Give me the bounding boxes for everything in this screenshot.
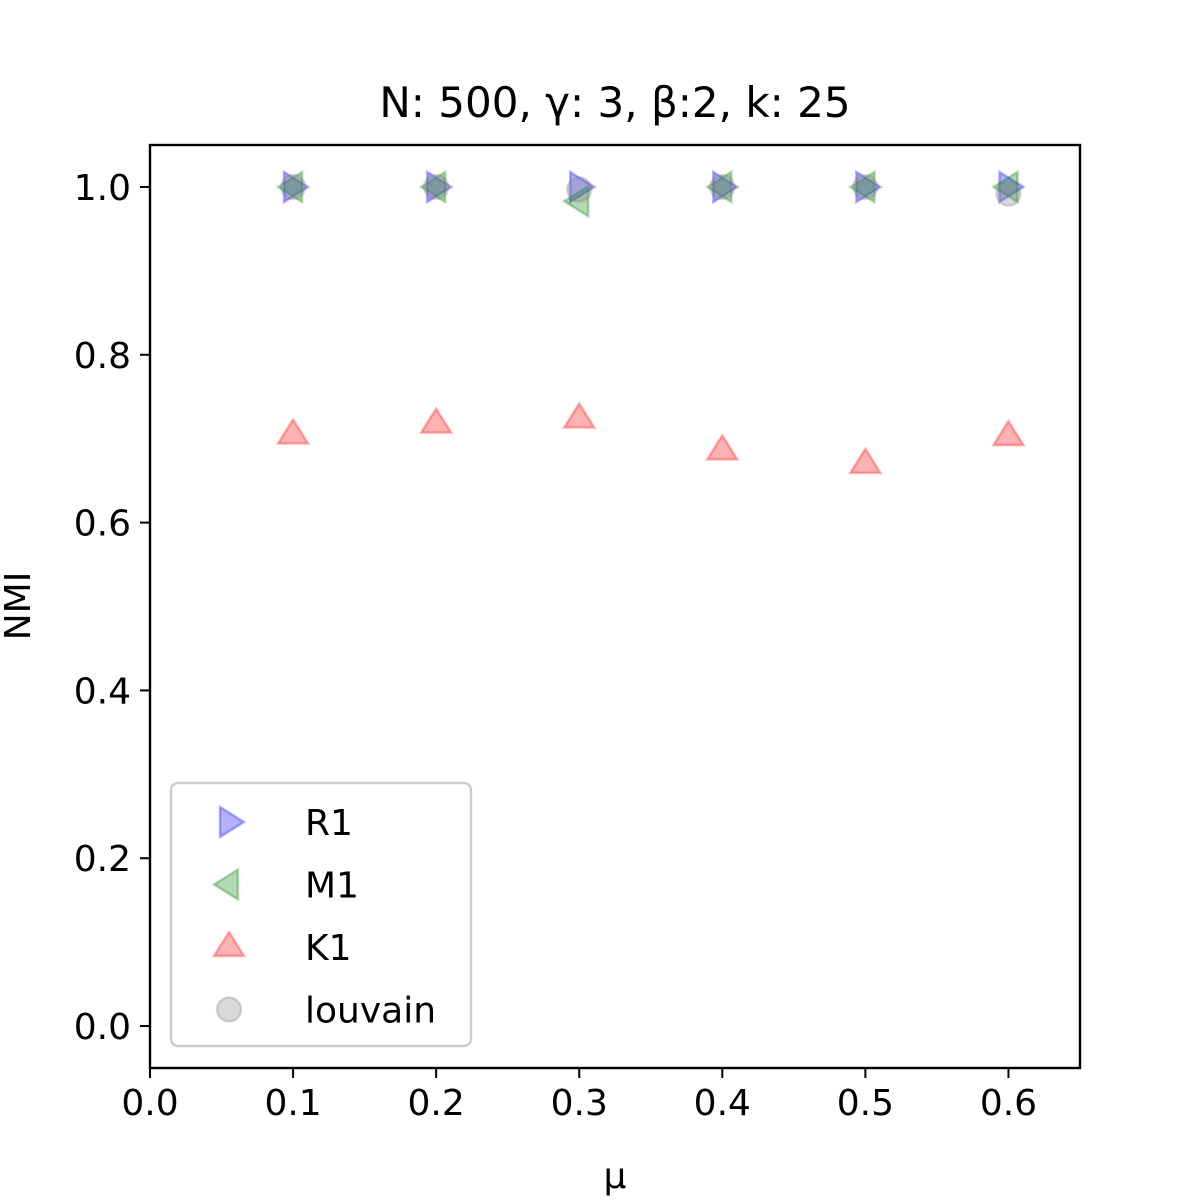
- data-point-m1: [704, 169, 733, 205]
- data-point-r1: [568, 169, 597, 205]
- data-point-k1: [705, 433, 740, 461]
- data-point-m1: [991, 169, 1019, 205]
- data-point-k1: [991, 418, 1026, 447]
- data-point-r1: [998, 169, 1026, 205]
- y-tick-label: 0.6: [74, 504, 131, 545]
- legend-label-louvain: louvain: [305, 991, 436, 1032]
- x-tick-label: 0.0: [121, 1083, 178, 1124]
- plot-area-frame: [148, 143, 1082, 1070]
- x-tick-label: 0.3: [551, 1083, 608, 1124]
- y-axis-ticks: 0.0 0.2 0.4 0.6 0.8 1.0: [74, 168, 150, 1048]
- plot-markers: [275, 169, 1026, 475]
- y-tick-label: 0.2: [74, 839, 131, 880]
- x-tick-label: 0.1: [264, 1083, 321, 1124]
- data-point-louvain: [995, 180, 1022, 207]
- legend-entries: R1 M1 K1 louvain: [211, 803, 436, 1032]
- x-tick-label: 0.5: [837, 1083, 894, 1124]
- x-axis-label: μ: [604, 1156, 627, 1197]
- legend-marker-k1: [211, 929, 247, 958]
- data-point-r1: [855, 169, 883, 205]
- data-point-r1: [425, 169, 454, 205]
- y-axis-label: NMI: [0, 572, 39, 641]
- x-axis-ticks: 0.0 0.1 0.2 0.3 0.4 0.5 0.6: [121, 1068, 1037, 1124]
- legend-box: [169, 781, 473, 1048]
- data-point-louvain: [422, 173, 450, 201]
- data-point-m1: [275, 169, 304, 205]
- x-tick-label: 0.6: [980, 1083, 1037, 1124]
- x-tick-label: 0.2: [408, 1083, 465, 1124]
- legend-marker-m1: [211, 867, 240, 902]
- data-point-m1: [418, 169, 447, 205]
- data-point-k1: [561, 401, 597, 429]
- y-tick-label: 1.0: [74, 168, 131, 209]
- x-tick-label: 0.4: [694, 1083, 751, 1124]
- legend-label-r1: R1: [305, 803, 353, 844]
- legend-label-k1: K1: [305, 928, 352, 969]
- legend-label-m1: M1: [305, 866, 359, 907]
- data-point-m1: [561, 183, 590, 219]
- data-point-louvain: [709, 173, 736, 201]
- data-point-r1: [282, 169, 311, 205]
- y-tick-label: 0.0: [74, 1007, 131, 1048]
- data-point-k1: [848, 446, 883, 475]
- data-point-louvain: [565, 176, 593, 203]
- y-tick-label: 0.4: [74, 671, 131, 712]
- data-point-louvain: [279, 173, 307, 201]
- chart-title: N: 500, γ: 3, β:2, k: 25: [379, 78, 850, 127]
- data-point-k1: [418, 406, 454, 434]
- legend-marker-r1: [218, 804, 247, 840]
- legend-marker-louvain: [215, 996, 243, 1023]
- data-point-louvain: [852, 173, 879, 201]
- data-point-m1: [848, 169, 876, 205]
- legend: R1 M1 K1 louvain: [169, 781, 473, 1048]
- data-point-k1: [275, 417, 311, 445]
- y-tick-label: 0.8: [74, 336, 131, 377]
- data-point-r1: [712, 169, 740, 205]
